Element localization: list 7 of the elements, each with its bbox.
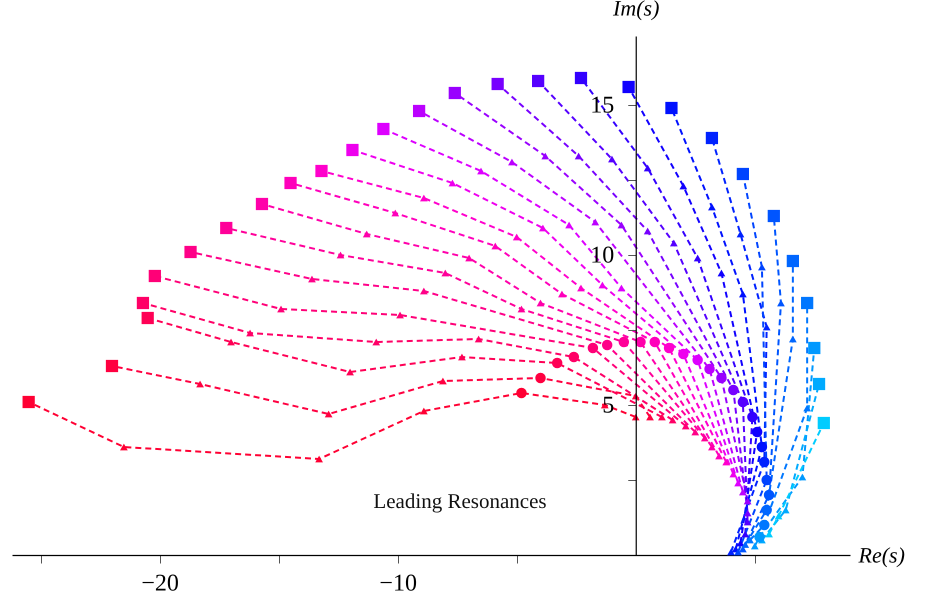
x-tick-label: −10 bbox=[379, 570, 417, 596]
y-tick-label: 15 bbox=[590, 92, 614, 118]
y-tick-label: 10 bbox=[590, 242, 614, 268]
annotation: Leading Resonances bbox=[373, 489, 547, 513]
x-tick-label: −20 bbox=[141, 570, 179, 596]
y-axis-title: Im(s) bbox=[612, 0, 660, 20]
x-axis-title: Re(s) bbox=[858, 542, 905, 568]
